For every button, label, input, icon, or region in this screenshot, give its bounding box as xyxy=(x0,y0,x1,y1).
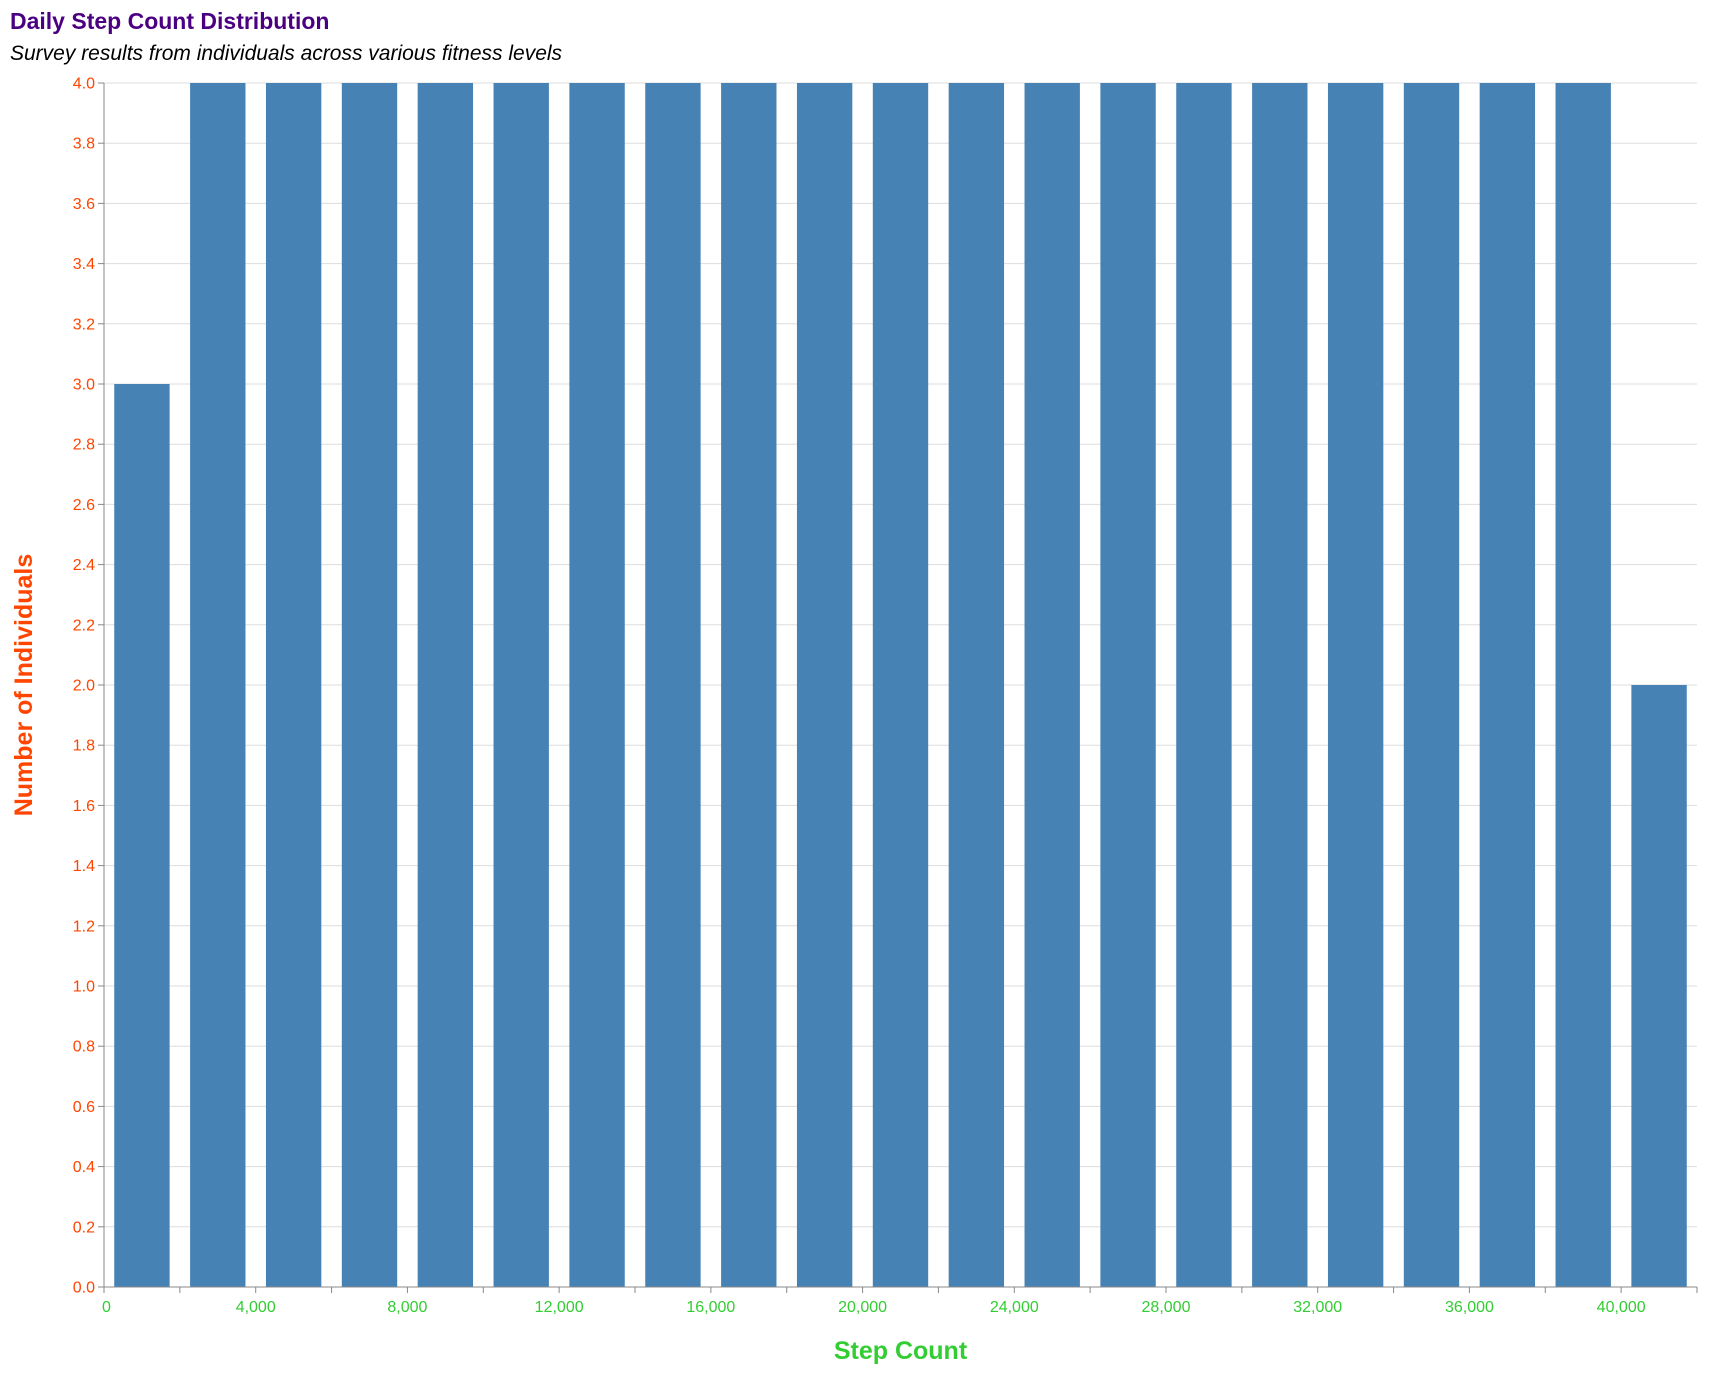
y-tick-label: 3.4 xyxy=(73,256,95,273)
y-tick-label: 1.8 xyxy=(73,738,95,755)
x-axis-title: Step Count xyxy=(834,1337,968,1365)
y-tick-label: 3.6 xyxy=(73,196,95,213)
chart-subtitle: Survey results from individuals across v… xyxy=(10,42,563,65)
histogram-bar xyxy=(872,83,929,1287)
x-tick-label: 0 xyxy=(102,1299,111,1316)
histogram-bar xyxy=(569,83,625,1287)
histogram-bar xyxy=(645,83,701,1287)
histogram-bar xyxy=(948,83,1005,1287)
x-tick-label: 28,000 xyxy=(1142,1299,1191,1316)
y-tick-label: 0.2 xyxy=(73,1219,95,1236)
y-tick-label: 4.0 xyxy=(73,76,95,93)
histogram-bar xyxy=(1403,83,1460,1287)
y-tick-label: 2.6 xyxy=(73,497,95,514)
y-tick-label: 1.2 xyxy=(73,918,95,935)
histogram-bar xyxy=(341,83,398,1287)
y-tick-label: 3.2 xyxy=(73,316,95,333)
histogram-bar xyxy=(721,83,777,1287)
x-axis: 0 4,000 8,000 12,000 16,000 20,000 24,000 28,00… xyxy=(102,1286,1698,1316)
y-axis-title: Number of Individuals xyxy=(10,554,38,817)
x-tick-label: 24,000 xyxy=(990,1299,1039,1316)
histogram-bar xyxy=(1176,83,1232,1287)
histogram-bar xyxy=(1555,83,1611,1287)
histogram-bar xyxy=(417,83,474,1287)
histogram-bars xyxy=(114,83,1687,1287)
x-tick-label: 36,000 xyxy=(1445,1299,1494,1316)
y-tick-label: 2.0 xyxy=(73,678,95,695)
y-axis: 0.0 0.2 0.4 0.6 0.8 1.0 1.2 1.4 1.6 1.8 2.0 2.2 2.4 2… xyxy=(73,76,105,1297)
y-tick-label: 0.6 xyxy=(73,1099,95,1116)
histogram-bar xyxy=(493,83,549,1287)
y-tick-label: 1.6 xyxy=(73,798,95,815)
y-tick-label: 2.8 xyxy=(73,437,95,454)
histogram-bar xyxy=(1327,83,1384,1287)
y-tick-label: 2.2 xyxy=(73,617,95,634)
histogram-bar xyxy=(1252,83,1308,1287)
chart-title: Daily Step Count Distribution xyxy=(10,8,329,34)
x-tick-label: 20,000 xyxy=(838,1299,887,1316)
y-tick-label: 3.0 xyxy=(73,377,95,394)
y-tick-label: 0.0 xyxy=(73,1280,95,1297)
x-tick-label: 16,000 xyxy=(686,1299,735,1316)
y-tick-label: 1.0 xyxy=(73,979,95,996)
histogram-bar xyxy=(796,83,853,1287)
x-tick-label: 32,000 xyxy=(1293,1299,1342,1316)
y-tick-label: 1.4 xyxy=(73,858,95,875)
histogram-bar xyxy=(114,384,170,1287)
histogram-bar xyxy=(1100,83,1156,1287)
histogram-bar xyxy=(265,83,322,1287)
y-tick-label: 0.4 xyxy=(73,1159,95,1176)
x-tick-label: 8,000 xyxy=(387,1299,427,1316)
histogram-bar xyxy=(1479,83,1536,1287)
x-tick-label: 40,000 xyxy=(1597,1299,1646,1316)
histogram-bar xyxy=(190,83,246,1287)
y-tick-label: 0.8 xyxy=(73,1039,95,1056)
histogram-bar xyxy=(1024,83,1080,1287)
y-tick-label: 2.4 xyxy=(73,557,95,574)
y-tick-label: 3.8 xyxy=(73,136,95,153)
x-tick-label: 4,000 xyxy=(236,1299,276,1316)
histogram-bar xyxy=(1631,685,1687,1287)
x-tick-label: 12,000 xyxy=(535,1299,584,1316)
